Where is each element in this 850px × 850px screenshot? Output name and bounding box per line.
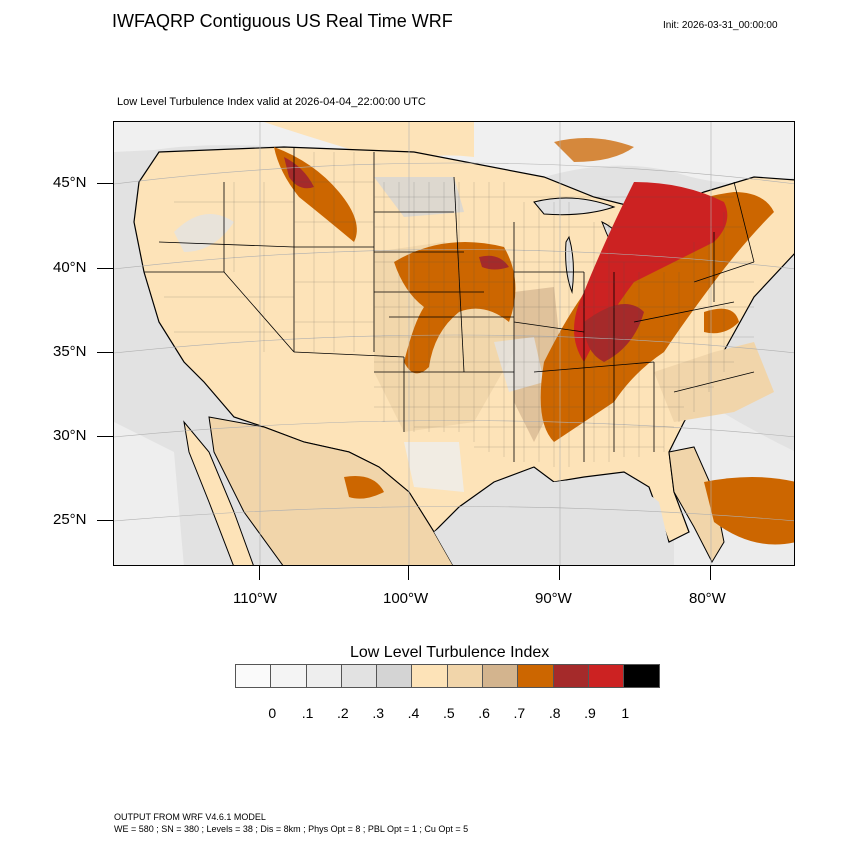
colorbar-tick-label: .5 [442, 705, 455, 721]
colorbar-swatch [482, 664, 519, 688]
lat-label-25n: 25°N [53, 511, 87, 528]
virginia-orange-zone [704, 308, 739, 334]
montana-red-zone [284, 157, 314, 189]
colorbar-swatch [446, 664, 484, 688]
colorbar-swatch [305, 664, 342, 688]
colorbar-tick-label: .4 [407, 705, 420, 721]
map-panel [113, 121, 795, 566]
mexico-land [208, 416, 454, 565]
lon-label-100w: 100°W [383, 590, 429, 607]
lon-tick [710, 566, 711, 580]
lon-tick [259, 566, 260, 580]
lat-tick [97, 352, 113, 353]
graticule [114, 122, 794, 565]
lat-label-35n: 35°N [53, 343, 87, 360]
turbulence-map [114, 122, 794, 565]
colorbar-swatch [376, 664, 413, 688]
lat-label-30n: 30°N [53, 427, 87, 444]
bahamas-orange-zone [704, 477, 794, 545]
model-info-line1: OUTPUT FROM WRF V4.6.1 MODEL [114, 812, 266, 822]
canada-light-band [264, 122, 474, 162]
lon-label-110w: 110°W [233, 590, 278, 607]
lake-michigan [565, 235, 574, 294]
lat-tick [97, 183, 113, 184]
colorbar-tick-label: .6 [478, 705, 490, 721]
county-boundaries [164, 152, 754, 467]
lat-tick [97, 268, 113, 269]
colorbar-tick-label: 0 [268, 705, 277, 721]
lat-label-45n: 45°N [53, 174, 87, 191]
colorbar-tick-label: .7 [513, 705, 526, 721]
iowa-red-zone [479, 255, 509, 270]
florida [668, 446, 725, 564]
plains-orange-zone [394, 242, 516, 374]
colorbar-swatch [587, 664, 625, 688]
colorbar-tick-label: .9 [584, 705, 596, 721]
colorbar-tick-label: .8 [548, 705, 561, 721]
colorbar-tick-label: 1 [621, 705, 630, 721]
baja-peninsula [183, 420, 254, 565]
gulf-of-mexico [434, 479, 674, 565]
model-info-line2: WE = 580 ; SN = 380 ; Levels = 38 ; Dis … [114, 824, 469, 834]
colorbar-tick-label: .3 [372, 705, 385, 721]
lon-label-90w: 90°W [535, 590, 572, 607]
lat-tick [97, 436, 113, 437]
colorbar-swatch [552, 664, 589, 688]
texas-grey-area [404, 442, 464, 492]
canada-turbulence-patch [554, 138, 634, 162]
colorbar-tick-label: .1 [301, 705, 314, 721]
colorbar [235, 664, 660, 688]
colorbar-swatch [340, 664, 378, 688]
init-time: Init: 2026-03-31_00:00:00 [663, 20, 778, 31]
colorbar-swatch [235, 664, 272, 688]
colorbar-title: Low Level Turbulence Index [350, 644, 550, 661]
mexico-orange-patch [344, 476, 384, 499]
map-subtitle: Low Level Turbulence Index valid at 2026… [117, 96, 426, 108]
map-title: IWFAQRP Contiguous US Real Time WRF [112, 11, 453, 31]
colorbar-tick-label: .2 [337, 705, 349, 721]
lat-tick [97, 520, 113, 521]
lon-label-80w: 80°W [689, 590, 726, 607]
colorbar-swatch [623, 664, 660, 688]
arkansas-grey-area [494, 337, 544, 392]
colorbar-swatch [411, 664, 448, 688]
colorbar-swatch [270, 664, 307, 688]
lat-label-40n: 40°N [53, 259, 87, 276]
pacific-shade [114, 422, 184, 565]
lon-tick [559, 566, 560, 580]
colorbar-swatch [517, 664, 554, 688]
lon-tick [408, 566, 409, 580]
northwest-grey-area [174, 214, 234, 252]
